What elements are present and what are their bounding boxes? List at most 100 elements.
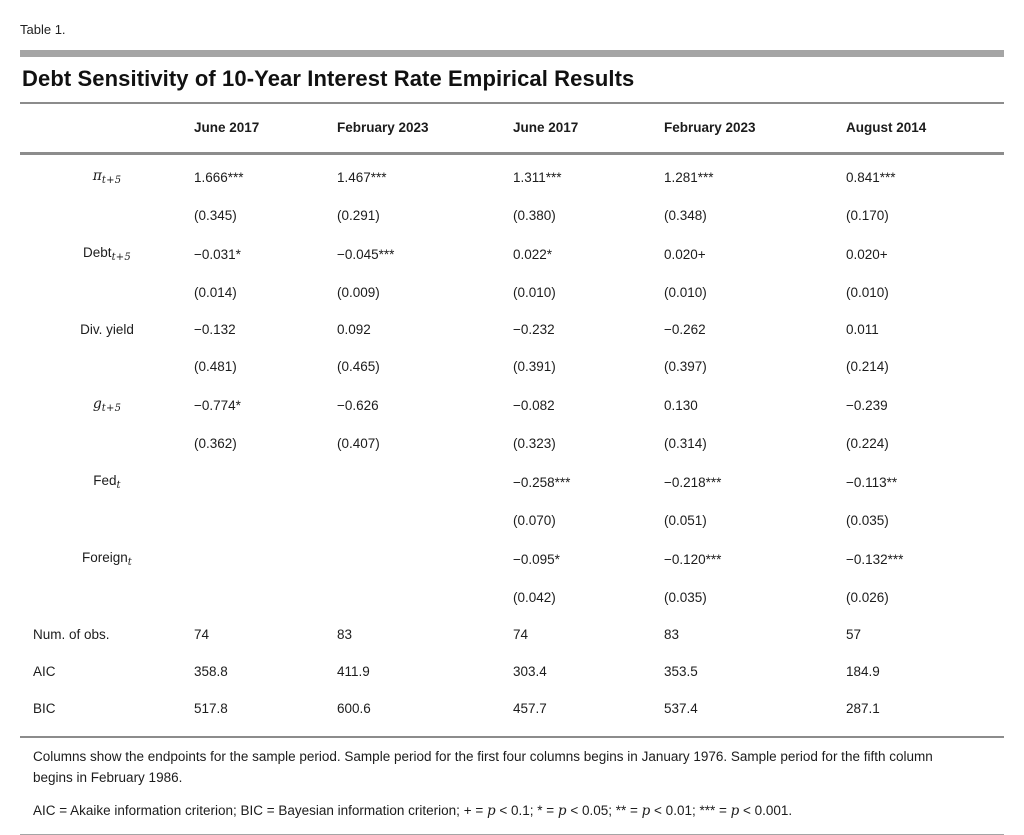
cell-value: −0.082 [513,397,555,413]
cell-value [337,579,513,616]
cell-value: −0.774* [194,397,241,413]
row-label-subscript: t+5 [101,403,122,414]
cell-value: (0.345) [194,208,237,223]
cell-value: (0.070) [513,513,556,528]
cell-value: 1.666*** [194,169,244,185]
cell-value [337,462,513,502]
cell-value: (0.362) [194,436,237,451]
p-value-symbol: p [557,802,567,819]
cell-value [194,539,337,579]
row-label: BIC [20,690,194,732]
top-rule [20,50,1004,57]
cell-value: (0.465) [337,359,380,374]
cell-value: 411.9 [337,664,370,679]
cell-value: −0.232 [513,322,555,337]
cell-value: (0.010) [513,285,556,300]
cell-value: −0.262 [664,322,706,337]
table-row: πt+5 1.666*** 1.467*** 1.311*** 1.281*** 0.84… [20,154,1004,198]
row-label-subscript: t+5 [101,175,122,186]
row-label-subscript: t [116,480,121,491]
row-label [20,502,194,539]
cell-value: −0.095* [513,551,560,567]
title-rule [20,102,1004,104]
cell-value: (0.014) [194,285,237,300]
table-row: (0.014) (0.009) (0.010) (0.010) (0.010) [20,274,1004,311]
table-body: πt+5 1.666*** 1.467*** 1.311*** 1.281*** 0.84… [20,154,1004,733]
cell-value [337,539,513,579]
cell-value: 303.4 [513,664,547,679]
results-table: June 2017 February 2023 June 2017 Februa… [20,104,1004,732]
cell-value: −0.132*** [846,551,904,567]
row-label-subscript: t [127,557,132,568]
cell-value: (0.391) [513,359,556,374]
footnote-text-segment: < 0.05; ** = [566,802,642,818]
row-label-base: Foreign [82,550,128,565]
footnote-text-segment: AIC = Akaike information criterion; BIC … [33,802,487,818]
cell-value: 353.5 [664,664,698,679]
header-col-2: February 2023 [337,104,513,155]
cell-value: 287.1 [846,701,880,716]
row-label: Fedt [20,462,194,502]
cell-value: −0.031* [194,246,241,262]
cell-value: (0.314) [664,436,707,451]
cell-value: (0.035) [846,513,889,528]
row-label-base: Num. of obs. [33,627,110,642]
row-label: Foreignt [20,539,194,579]
cell-value: 537.4 [664,701,698,716]
cell-value: −0.113** [846,474,898,490]
table-row: Debtt+5 −0.031* −0.045*** 0.022* 0.020+ 0.020… [20,234,1004,274]
p-value-symbol: p [730,802,740,819]
row-label [20,579,194,616]
cell-value: −0.258*** [513,474,571,490]
header-col-3: June 2017 [513,104,664,155]
cell-value: (0.010) [664,285,707,300]
table-row: (0.070) (0.051) (0.035) [20,502,1004,539]
cell-value: 74 [194,627,210,642]
cell-value [194,502,337,539]
cell-value: (0.042) [513,590,556,605]
table-row: Num. of obs. 74 83 74 83 57 [20,616,1004,653]
table-row: (0.362) (0.407) (0.323) (0.314) (0.224) [20,425,1004,462]
cell-value: 57 [846,627,862,642]
p-value-symbol: p [641,802,651,819]
row-label-base: AIC [33,664,56,679]
row-label [20,348,194,385]
table-title: Debt Sensitivity of 10-Year Interest Rat… [22,66,635,91]
cell-value: 1.281*** [664,169,714,185]
row-label [20,197,194,234]
table-row: gt+5 −0.774* −0.626 −0.082 0.130 −0.239 [20,385,1004,425]
row-label-base: Fed [93,473,117,488]
cell-value: −0.218*** [664,474,722,490]
cell-value: −0.239 [846,397,888,413]
row-label: AIC [20,653,194,690]
table-row: Foreignt −0.095* −0.120*** −0.132*** [20,539,1004,579]
row-label: gt+5 [20,385,194,425]
row-label-base: π [92,168,102,184]
p-value-symbol: p [486,802,496,819]
row-label-base: Div. yield [80,322,134,337]
cell-value [194,462,337,502]
table-row: AIC 358.8 411.9 303.4 353.5 184.9 [20,653,1004,690]
cell-value: (0.009) [337,285,380,300]
cell-value: (0.407) [337,436,380,451]
cell-value: 83 [337,627,353,642]
cell-value: (0.348) [664,208,707,223]
row-label: Num. of obs. [20,616,194,653]
table-row: (0.042) (0.035) (0.026) [20,579,1004,616]
cell-value: −0.045*** [337,246,395,262]
cell-value: 600.6 [337,701,371,716]
cell-value: 0.011 [846,322,879,337]
table-row: (0.345) (0.291) (0.380) (0.348) (0.170) [20,197,1004,234]
cell-value: 74 [513,627,529,642]
cell-value: (0.224) [846,436,889,451]
footnote-abbreviations: AIC = Akaike information criterion; BIC … [33,801,958,822]
cell-value [194,579,337,616]
cell-value: 0.020+ [846,246,888,262]
footnote-text-segment: < 0.001. [739,802,793,818]
cell-value: (0.214) [846,359,889,374]
table-row: Div. yield −0.132 0.092 −0.232 −0.262 0.011 [20,311,1004,348]
row-label: Debtt+5 [20,234,194,274]
cell-value: −0.132 [194,322,236,337]
row-label: πt+5 [20,154,194,198]
cell-value: (0.051) [664,513,707,528]
